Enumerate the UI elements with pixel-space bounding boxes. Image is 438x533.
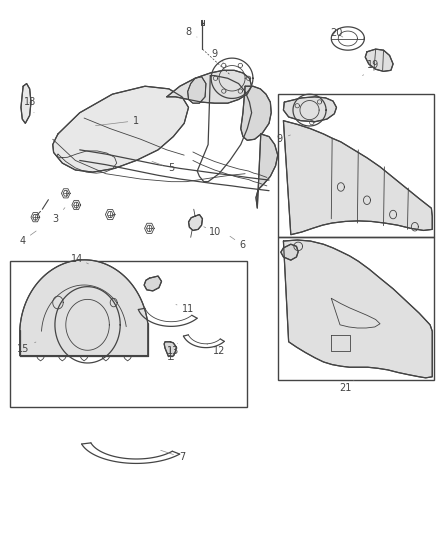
Text: 11: 11 [176, 304, 194, 314]
Text: 15: 15 [17, 342, 36, 354]
Polygon shape [144, 276, 162, 291]
Polygon shape [281, 244, 298, 260]
Text: 7: 7 [161, 450, 185, 463]
Text: 5: 5 [152, 161, 174, 173]
Bar [10, 261, 247, 407]
Text: 21: 21 [339, 381, 354, 393]
Polygon shape [167, 70, 252, 103]
Polygon shape [256, 134, 278, 208]
Text: 19: 19 [363, 60, 380, 76]
Text: 9: 9 [277, 134, 290, 144]
Polygon shape [188, 215, 202, 230]
Polygon shape [365, 49, 393, 71]
Polygon shape [21, 84, 31, 123]
Text: 8: 8 [185, 27, 197, 37]
Text: 1: 1 [95, 116, 139, 126]
Polygon shape [164, 342, 177, 357]
Text: 9: 9 [212, 50, 223, 62]
Text: 18: 18 [24, 97, 36, 113]
Text: 6: 6 [230, 236, 246, 251]
Text: 3: 3 [53, 208, 65, 224]
Polygon shape [53, 86, 188, 172]
Polygon shape [283, 240, 432, 378]
Text: 14: 14 [71, 254, 88, 264]
Text: 4: 4 [19, 231, 36, 246]
Text: 20: 20 [330, 28, 343, 38]
Bar [278, 237, 434, 381]
Polygon shape [283, 120, 432, 235]
Polygon shape [283, 97, 336, 122]
Text: 13: 13 [167, 343, 180, 357]
Polygon shape [241, 86, 271, 140]
Text: 10: 10 [204, 227, 221, 237]
Polygon shape [20, 260, 148, 356]
Text: 12: 12 [206, 343, 225, 357]
Bar [278, 94, 434, 237]
Polygon shape [187, 77, 206, 103]
